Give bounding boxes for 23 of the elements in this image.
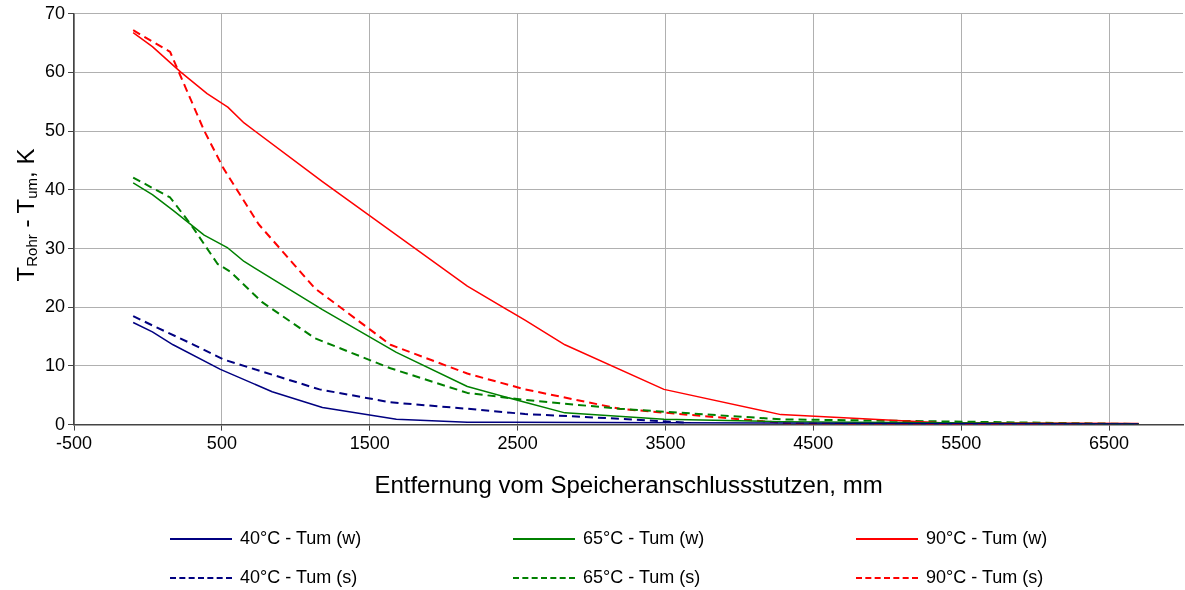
y-tick-label: 60: [44, 61, 66, 82]
x-tick-label: 4500: [793, 433, 834, 454]
y-tick-label: 40: [44, 178, 66, 199]
y-tick-label: 50: [44, 120, 66, 141]
y-tick-label: 70: [44, 2, 66, 23]
legend-label: 40°C - Tum (s): [240, 567, 358, 588]
y-tick-label: 30: [44, 237, 66, 258]
x-tick-label: 500: [206, 433, 237, 454]
legend-label: 65°C - Tum (w): [583, 528, 705, 549]
x-tick-label: 1500: [349, 433, 390, 454]
y-tick-label: 20: [44, 296, 66, 317]
x-tick-label: 6500: [1089, 433, 1130, 454]
y-tick-label: 0: [55, 413, 66, 434]
x-axis-title: Entfernung vom Speicheranschlussstutzen, mm: [374, 471, 883, 499]
legend-label: 90°C - Tum (w): [926, 528, 1048, 549]
x-tick-label: -500: [56, 433, 93, 454]
legend-label: 40°C - Tum (w): [240, 528, 362, 549]
x-tick-label: 5500: [941, 433, 982, 454]
legend-label: 90°C - Tum (s): [926, 567, 1044, 588]
x-tick-label: 3500: [645, 433, 686, 454]
x-tick-label: 2500: [497, 433, 538, 454]
y-tick-label: 10: [44, 354, 66, 375]
legend-label: 65°C - Tum (s): [583, 567, 701, 588]
